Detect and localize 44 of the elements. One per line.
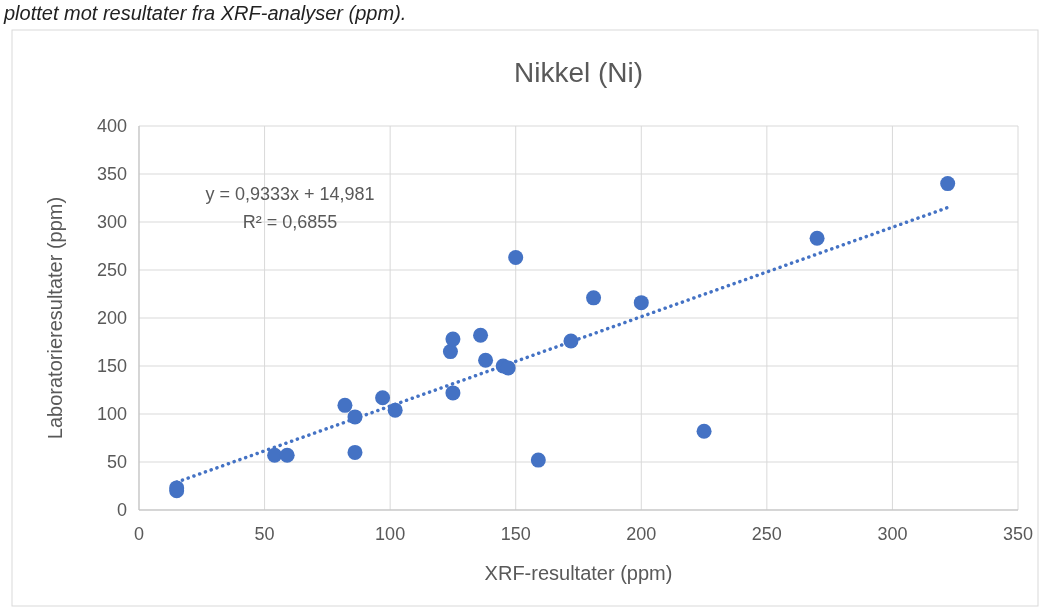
- y-tick-label: 50: [106, 452, 127, 473]
- y-axis-title: Laboratorieresultater (ppm): [44, 196, 66, 440]
- point: [267, 447, 283, 463]
- point: [473, 327, 489, 343]
- y-tick-label: 300: [96, 212, 127, 233]
- point: [500, 360, 516, 376]
- x-tick-label: 250: [751, 524, 782, 544]
- y-tick-label: 350: [96, 164, 127, 185]
- point: [442, 344, 458, 360]
- point: [445, 385, 461, 401]
- y-tick-label: 400: [96, 116, 127, 137]
- x-tick-label: 300: [877, 524, 908, 544]
- y-tick-label: 150: [96, 356, 127, 377]
- annotation: R² = 0,6855: [242, 212, 338, 232]
- point: [696, 423, 712, 439]
- annotation: y = 0,9333x + 14,981: [205, 184, 375, 204]
- point: [387, 402, 403, 418]
- point: [508, 250, 524, 266]
- x-tick-label: 50: [254, 524, 275, 544]
- y-tick-label: 250: [96, 260, 127, 281]
- x-tick-label: 350: [1002, 524, 1034, 544]
- point: [337, 397, 353, 413]
- point: [347, 409, 363, 425]
- point: [809, 230, 825, 246]
- point: [478, 352, 494, 368]
- y-tick-label: 0: [116, 500, 127, 521]
- point: [586, 290, 602, 306]
- y-tick-label: 200: [96, 308, 127, 329]
- x-tick-label: 200: [626, 524, 657, 544]
- point: [530, 452, 546, 468]
- point: [563, 333, 579, 349]
- x-tick-label: 0: [133, 524, 145, 544]
- x-axis-title: XRF-resultater (ppm): [484, 562, 673, 584]
- point: [279, 447, 295, 463]
- x-tick-label: 100: [375, 524, 406, 544]
- point: [347, 444, 363, 460]
- y-tick-label: 100: [96, 404, 127, 425]
- text: plottet mot resultater fra XRF-analyser (ppm).: [3, 2, 407, 24]
- point: [375, 390, 391, 406]
- chart-title: Nikkel (Ni): [513, 57, 644, 88]
- x-tick-label: 150: [500, 524, 531, 544]
- point: [940, 176, 956, 192]
- point: [445, 331, 461, 347]
- point: [633, 295, 649, 311]
